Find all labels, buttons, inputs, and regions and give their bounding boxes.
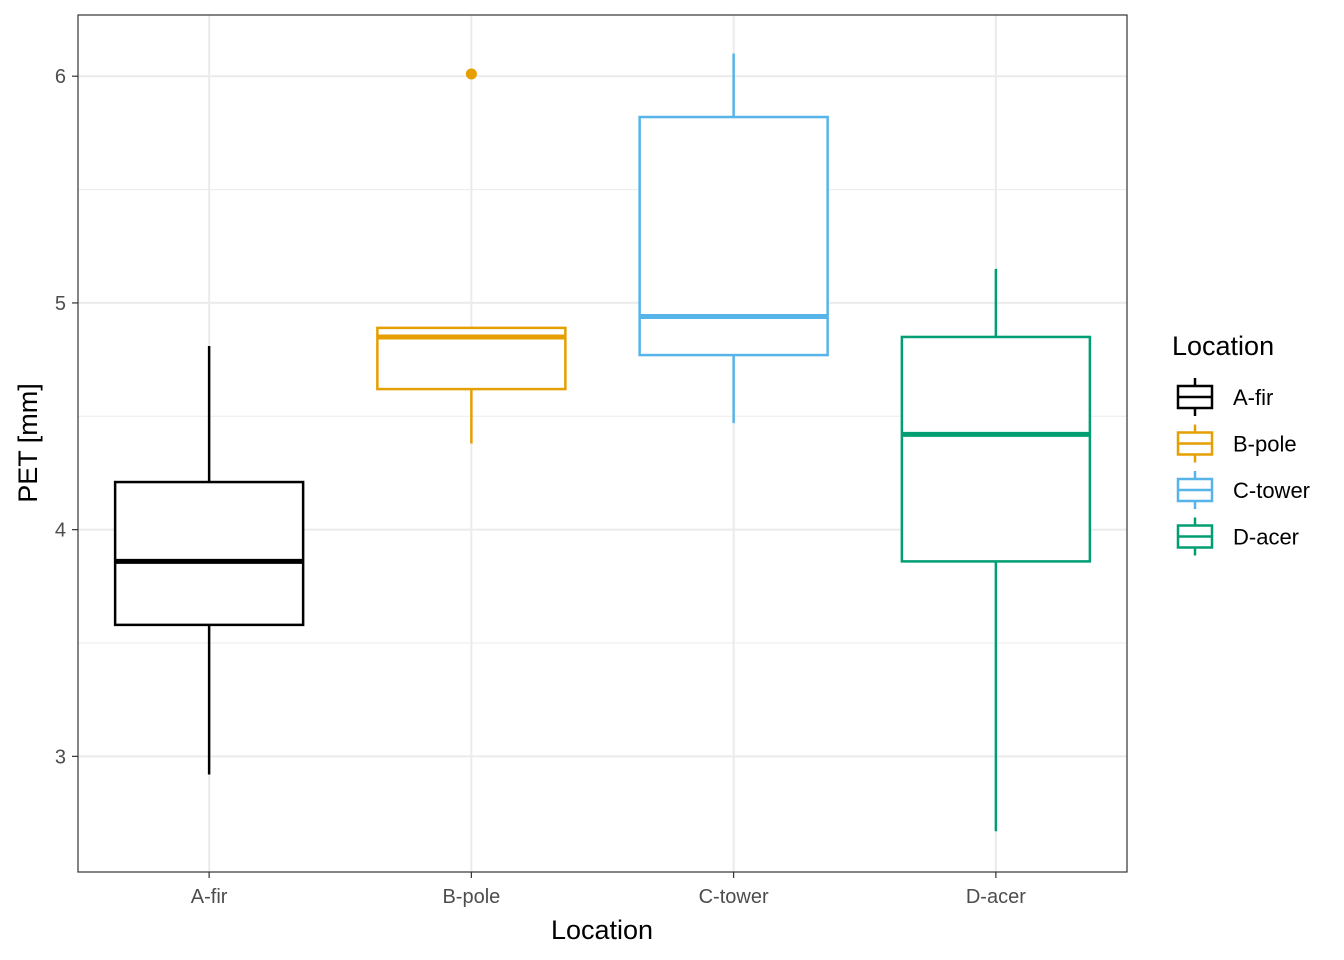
- x-tick-label: C-tower: [699, 886, 769, 908]
- legend-item-a-fir: A-fir: [1176, 378, 1273, 416]
- iqr-box: [113, 480, 305, 627]
- y-tick-label: 5: [55, 293, 66, 315]
- box-d-acer: [900, 268, 1092, 832]
- x-tick-label: B-pole: [442, 886, 500, 908]
- outlier-point: [465, 68, 477, 80]
- x-axis-title: Location: [551, 915, 653, 945]
- legend-label: C-tower: [1233, 478, 1310, 503]
- legend-label: A-fir: [1233, 385, 1273, 410]
- y-tick-label: 6: [55, 66, 66, 88]
- legend-item-b-pole: B-pole: [1176, 424, 1297, 463]
- box-c-tower: [638, 53, 829, 424]
- legend-item-c-tower: C-tower: [1176, 471, 1310, 509]
- legend-label: D-acer: [1233, 525, 1299, 550]
- boxes: [113, 53, 1092, 832]
- iqr-box: [638, 115, 829, 357]
- box-a-fir: [113, 346, 305, 775]
- legend-label: B-pole: [1233, 432, 1297, 457]
- plot-border: [77, 14, 1128, 873]
- x-tick-label: D-acer: [966, 886, 1026, 908]
- legend-title: Location: [1172, 331, 1274, 361]
- legend: Location A-fir B-pole C-tower D-acer: [1172, 331, 1310, 556]
- y-tick-label: 3: [55, 746, 66, 768]
- legend-item-d-acer: D-acer: [1176, 517, 1299, 556]
- y-tick-label: 4: [55, 520, 66, 542]
- box-b-pole: [376, 68, 567, 444]
- y-axis-title: PET [mm]: [13, 383, 43, 503]
- x-tick-label: A-fir: [191, 886, 228, 908]
- iqr-box: [900, 335, 1092, 563]
- axes: 3 4 5 6 A-fir B-pole C-tower D-acer: [55, 66, 1026, 908]
